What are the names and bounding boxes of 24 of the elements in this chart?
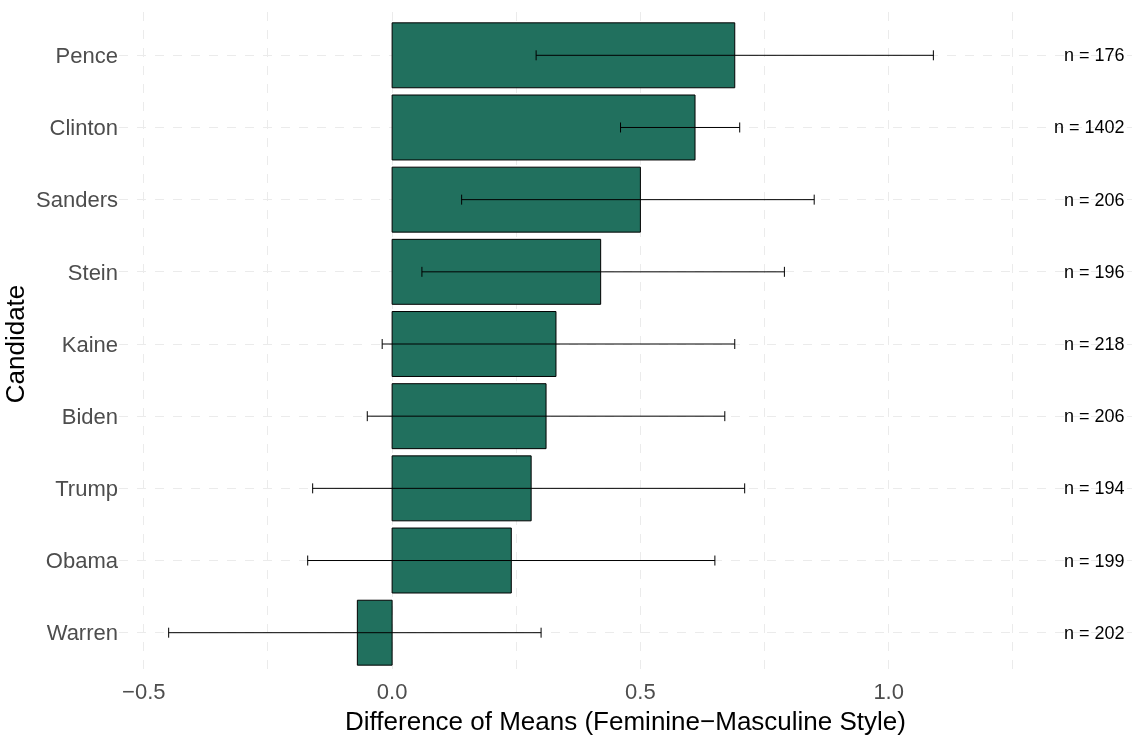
x-axis-title: Difference of Means (Feminine−Masculine Style): [345, 705, 906, 736]
y-tick-label: Pence: [55, 43, 118, 68]
x-tick-label: −0.5: [122, 679, 166, 704]
x-tick-label: 1.0: [873, 679, 904, 704]
y-tick-label: Clinton: [49, 115, 118, 141]
annotation: n = 206: [1064, 406, 1125, 426]
y-tick-label: Stein: [67, 259, 118, 285]
x-tick-label: 0.0: [376, 679, 408, 704]
y-tick-label: Kaine: [61, 331, 118, 357]
annotation: n = 206: [1064, 190, 1125, 210]
x-tick-label: 0.5: [625, 679, 656, 704]
y-tick-label: Warren: [46, 620, 118, 646]
annotation: n = 1402: [1054, 117, 1125, 137]
annotation: n = 176: [1064, 45, 1125, 65]
y-tick-label: Trump: [55, 476, 118, 502]
annotation: n = 202: [1064, 623, 1125, 643]
y-tick-label: Biden: [61, 403, 118, 429]
annotation: n = 199: [1064, 551, 1125, 571]
y-axis-title: Candidate: [0, 284, 30, 404]
y-tick-label: Obama: [45, 548, 119, 574]
annotation: n = 196: [1064, 262, 1125, 282]
annotation: n = 194: [1064, 478, 1125, 498]
y-tick-label: Sanders: [36, 187, 118, 213]
annotation: n = 218: [1064, 334, 1125, 354]
